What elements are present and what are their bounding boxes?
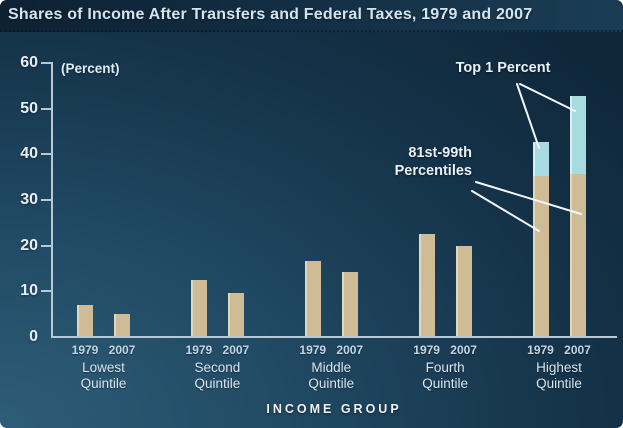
- bar-1979-highest-quintile-top1-segment: [532, 141, 549, 176]
- year-label-1979: 1979: [185, 343, 213, 357]
- group-label-line: Quintile: [422, 376, 469, 391]
- group-label-second-quintile: Second Quintile: [162, 360, 272, 392]
- year-label-2007: 2007: [336, 343, 364, 357]
- bar-1979-second-quintile: [190, 280, 207, 336]
- bar-2007-highest-quintile-top1-segment: [569, 96, 586, 175]
- year-label-1979: 1979: [71, 343, 99, 357]
- group-label-line: Second: [194, 360, 241, 375]
- y-axis-tick: [41, 245, 51, 247]
- bar-2007-middle-quintile: [341, 271, 358, 336]
- year-label-1979: 1979: [299, 343, 327, 357]
- year-label-1979: 1979: [527, 343, 554, 357]
- group-label-middle-quintile: Middle Quintile: [276, 360, 386, 392]
- group-label-line: Lowest: [82, 360, 125, 375]
- group-label-line: Quintile: [80, 376, 127, 391]
- group-label-lowest-quintile: Lowest Quintile: [49, 360, 159, 392]
- y-axis-tick-label: 10: [20, 282, 38, 299]
- y-axis-tick: [41, 199, 51, 201]
- group-label-line: Highest: [536, 360, 582, 375]
- group-label-fourth-quintile: Fourth Quintile: [390, 360, 500, 392]
- bar-2007-fourth-quintile: [455, 245, 472, 336]
- y-axis-tick: [41, 290, 51, 292]
- annotation-81st-99th-line2: Percentiles: [394, 163, 472, 179]
- chart-title: Shares of Income After Transfers and Fed…: [8, 6, 533, 23]
- year-label-2007: 2007: [222, 343, 250, 357]
- year-label-2007: 2007: [564, 343, 591, 357]
- group-label-line: Fourth: [425, 360, 465, 375]
- annotation-top-1-percent: Top 1 Percent: [428, 59, 578, 77]
- annotation-top-1-percent-text: Top 1 Percent: [455, 60, 551, 76]
- bar-2007-lowest-quintile: [114, 313, 130, 336]
- percent-axis-label: (Percent): [61, 61, 120, 76]
- bar-1979-fourth-quintile: [418, 234, 435, 336]
- bar-2007-second-quintile: [227, 293, 244, 336]
- bar-2007-highest-quintile: [569, 174, 586, 336]
- annotation-81st-99th-percentiles: 81st-99th Percentiles: [340, 144, 472, 180]
- y-axis-line: [51, 62, 53, 338]
- x-axis-title: INCOME GROUP: [266, 402, 402, 416]
- group-label-line: Quintile: [194, 376, 241, 391]
- bar-1979-middle-quintile: [304, 260, 321, 336]
- x-axis-line: [51, 336, 617, 338]
- group-label-line: Middle: [311, 360, 352, 375]
- bar-1979-highest-quintile: [532, 175, 549, 336]
- y-axis-tick-label: 30: [20, 191, 38, 208]
- annotation-81st-99th-line1: 81st-99th: [408, 145, 472, 161]
- year-label-1979: 1979: [413, 343, 440, 357]
- y-axis-tick: [41, 153, 51, 155]
- y-axis-tick-label: 0: [29, 328, 38, 345]
- group-label-line: Quintile: [308, 376, 355, 391]
- y-axis-tick-label: 50: [20, 100, 38, 117]
- year-label-2007: 2007: [450, 343, 477, 357]
- group-label-line: Quintile: [536, 376, 582, 391]
- bar-1979-lowest-quintile: [77, 304, 93, 336]
- group-label-highest-quintile: Highest Quintile: [504, 360, 614, 392]
- y-axis-tick: [41, 62, 51, 64]
- year-label-2007: 2007: [108, 343, 136, 357]
- y-axis-tick-label: 40: [20, 145, 38, 162]
- y-axis-tick-label: 60: [20, 54, 38, 71]
- chart-title-bar: Shares of Income After Transfers and Fed…: [0, 0, 623, 32]
- y-axis-tick: [41, 108, 51, 110]
- y-axis-tick-label: 20: [20, 237, 38, 254]
